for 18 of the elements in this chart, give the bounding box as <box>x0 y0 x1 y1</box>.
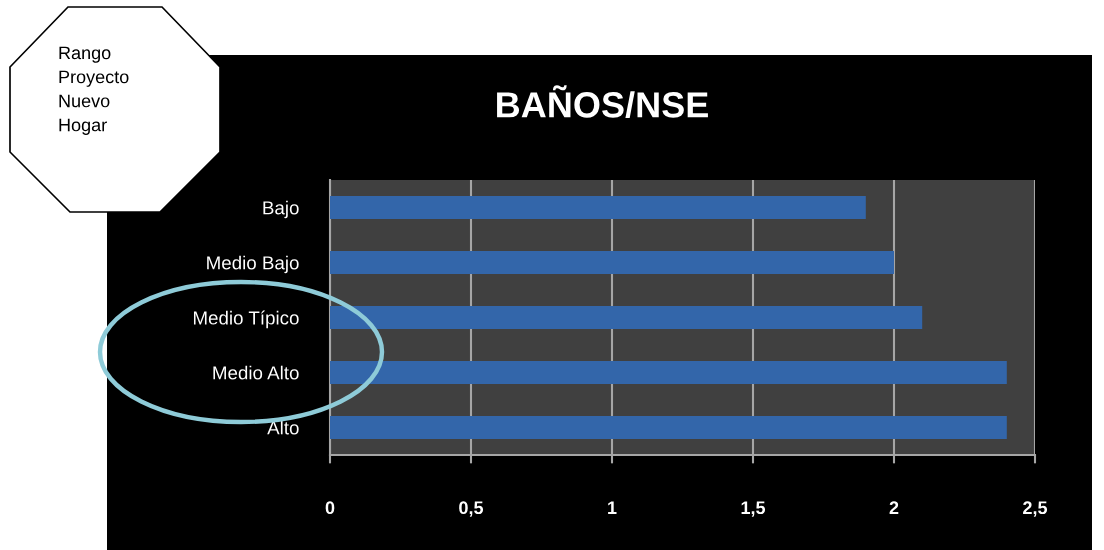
bar <box>330 195 866 220</box>
bar <box>330 360 1007 385</box>
text: Rango Proyecto Nuevo Hogar <box>59 46 129 135</box>
bar <box>330 305 923 330</box>
x-tick-label: 1 <box>608 501 617 514</box>
x-tick-label: 2 <box>889 501 899 514</box>
x-tick-label: 0 <box>325 501 335 515</box>
x-tick-label: 0,5 <box>459 501 484 517</box>
x-tick-label: 2,5 <box>1023 501 1048 517</box>
x-tick-label: 1,5 <box>741 501 766 517</box>
chart-title: BAÑOS/NSE <box>497 85 708 119</box>
y-tick-label: Medio Bajo <box>207 255 299 274</box>
y-tick-label: Medio Típico <box>193 310 299 329</box>
y-tick-label: Bajo <box>263 200 299 219</box>
y-tick-label: Medio Alto <box>213 365 299 380</box>
bar <box>330 250 894 275</box>
bar <box>330 415 1007 440</box>
y-tick-label: Alto <box>267 420 299 435</box>
